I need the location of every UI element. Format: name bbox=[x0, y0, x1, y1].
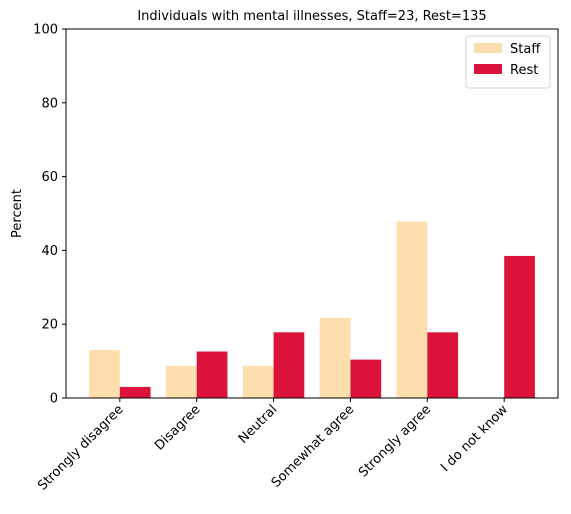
legend-label-rest: Rest bbox=[510, 63, 538, 78]
y-tick-label: 20 bbox=[41, 318, 58, 333]
chart-title: Individuals with mental illnesses, Staff… bbox=[137, 9, 486, 24]
legend-swatch-staff bbox=[474, 43, 502, 53]
bar-staff-1 bbox=[166, 366, 197, 398]
bar-rest-0 bbox=[120, 387, 151, 398]
x-tick-label: Strongly agree bbox=[356, 402, 434, 480]
bar-staff-3 bbox=[320, 318, 351, 398]
y-tick-label: 60 bbox=[41, 170, 58, 185]
legend-swatch-rest bbox=[474, 64, 502, 74]
y-tick-label: 80 bbox=[41, 96, 58, 111]
bar-rest-5 bbox=[504, 256, 535, 398]
legend-label-staff: Staff bbox=[510, 42, 541, 57]
legend: Staff Rest bbox=[466, 36, 550, 88]
x-tick-label: Disagree bbox=[152, 402, 203, 453]
x-tick-label: I do not know bbox=[438, 402, 511, 475]
bar-staff-0 bbox=[89, 350, 120, 398]
y-tick-label: 0 bbox=[50, 392, 58, 407]
bar-staff-4 bbox=[397, 222, 428, 398]
bar-staff-2 bbox=[243, 366, 274, 398]
y-tick-label: 40 bbox=[41, 244, 58, 259]
x-tick-label: Neutral bbox=[236, 402, 281, 447]
x-tick-label: Strongly disagree bbox=[35, 402, 126, 493]
bar-rest-4 bbox=[427, 332, 458, 398]
x-axis: Strongly disagree Disagree NeutralSomewhat… bbox=[35, 398, 511, 494]
y-axis: 0 20 40 60 80 100 bbox=[33, 23, 66, 407]
bars-group bbox=[89, 222, 535, 398]
bar-rest-2 bbox=[274, 332, 305, 398]
bar-rest-3 bbox=[350, 360, 381, 398]
bar-rest-1 bbox=[197, 352, 228, 398]
x-tick-label: Somewhat agree bbox=[269, 402, 358, 491]
y-axis-label: Percent bbox=[10, 189, 25, 238]
y-tick-label: 100 bbox=[33, 23, 58, 38]
